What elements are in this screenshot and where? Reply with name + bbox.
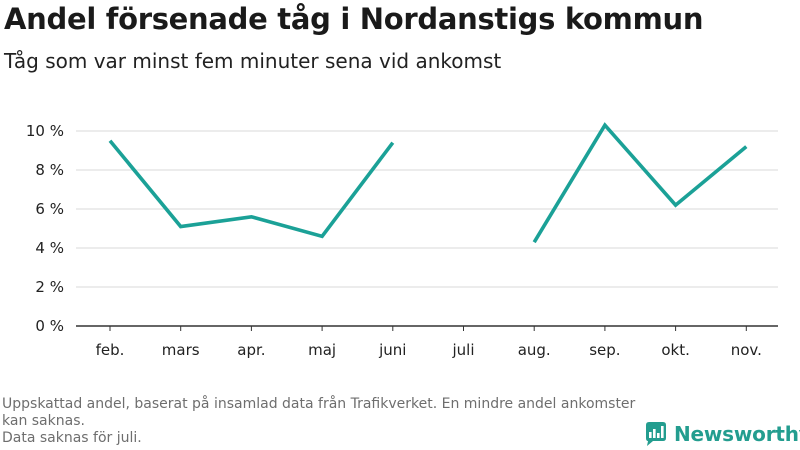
series-line-segment xyxy=(108,139,395,239)
gridlines xyxy=(76,130,778,288)
newsworthy-logo-icon xyxy=(646,422,666,446)
x-tick-label: apr. xyxy=(237,341,265,359)
x-axis: feb. mars apr. maj juni juli aug. sep. okt. nov. xyxy=(76,325,778,359)
series-lines xyxy=(108,122,748,244)
series-line-segment xyxy=(532,122,748,244)
x-tick-label: feb. xyxy=(96,341,125,359)
x-tick-label: okt. xyxy=(661,341,690,359)
chart-title: Andel försenade tåg i Nordanstigs kommun xyxy=(4,2,704,36)
newsworthy-logo: Newsworthy xyxy=(644,420,800,448)
x-tick-label: mars xyxy=(162,341,200,359)
footnote: Uppskattad andel, baserat på insamlad da… xyxy=(2,396,642,447)
footnote-line-2: Data saknas för juli. xyxy=(2,430,142,446)
logo-text: Newsworthy xyxy=(674,422,800,446)
x-tick-label: juli xyxy=(451,341,474,359)
x-tick-label: sep. xyxy=(589,341,620,359)
y-tick-label: 2 % xyxy=(35,278,64,296)
x-tick-label: aug. xyxy=(518,341,551,359)
x-tick-label: maj xyxy=(308,341,336,359)
y-tick-label: 10 % xyxy=(26,122,64,140)
line-chart: 0 % 2 % 4 % 6 % 8 % 10 % feb. mars apr. maj juni j… xyxy=(26,122,778,359)
footnote-line-1: Uppskattad andel, baserat på insamlad da… xyxy=(2,396,636,429)
y-tick-label: 0 % xyxy=(35,317,64,335)
x-tick-label: juni xyxy=(378,341,406,359)
y-axis-tick-labels: 0 % 2 % 4 % 6 % 8 % 10 % xyxy=(26,122,64,335)
chart-subtitle: Tåg som var minst fem minuter sena vid a… xyxy=(4,49,502,73)
x-tick-label: nov. xyxy=(731,341,762,359)
y-tick-label: 4 % xyxy=(35,239,64,257)
y-tick-label: 6 % xyxy=(35,200,64,218)
y-tick-label: 8 % xyxy=(35,161,64,179)
